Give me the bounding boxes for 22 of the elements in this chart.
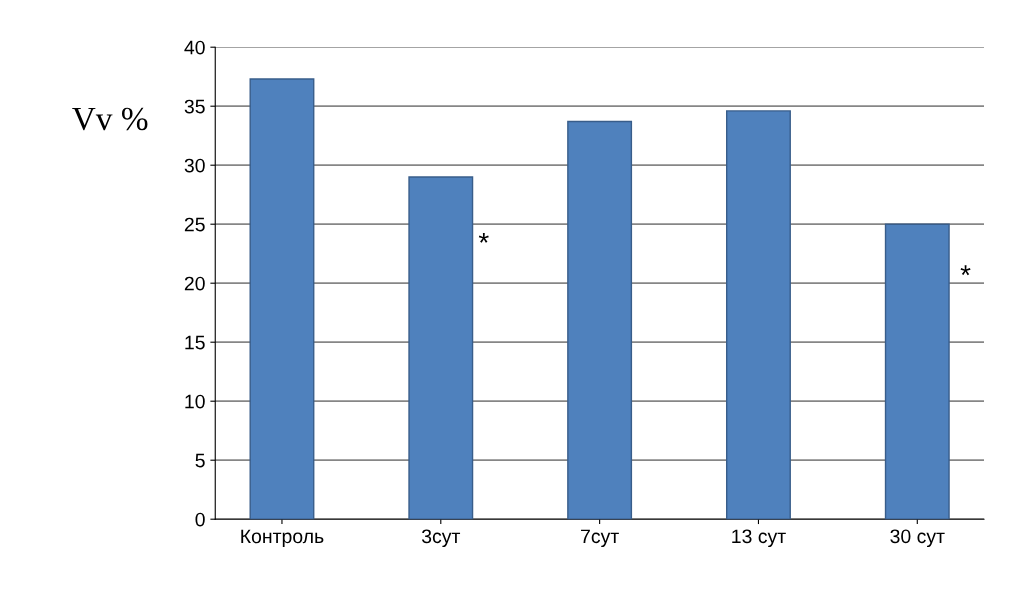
bar [408, 176, 474, 520]
bar [567, 120, 633, 520]
x-tick-label: 7сут [581, 529, 619, 548]
y-tick-label: 0 [195, 512, 205, 527]
x-tick-label: Контроль [241, 529, 324, 548]
y-tick-label: 10 [185, 394, 205, 409]
y-tick-label: 30 [184, 158, 205, 173]
y-tick-label: 15 [185, 335, 205, 350]
bar [249, 78, 315, 520]
bar [884, 223, 950, 520]
y-tick-label: 20 [184, 276, 205, 291]
x-tick-label: 13 сут [732, 529, 786, 548]
bar [725, 110, 791, 520]
x-tick-label: 30 сут [890, 529, 945, 548]
y-tick-label: 35 [184, 99, 205, 114]
x-tick-label: 3сут [421, 529, 461, 548]
y-tick-label: 25 [184, 217, 205, 232]
y-tick-label: 5 [195, 453, 205, 468]
annotation: * [960, 265, 971, 276]
annotation: * [478, 232, 489, 243]
y-tick-label: 40 [184, 40, 205, 55]
y-axis-title: Vv % [72, 107, 148, 131]
